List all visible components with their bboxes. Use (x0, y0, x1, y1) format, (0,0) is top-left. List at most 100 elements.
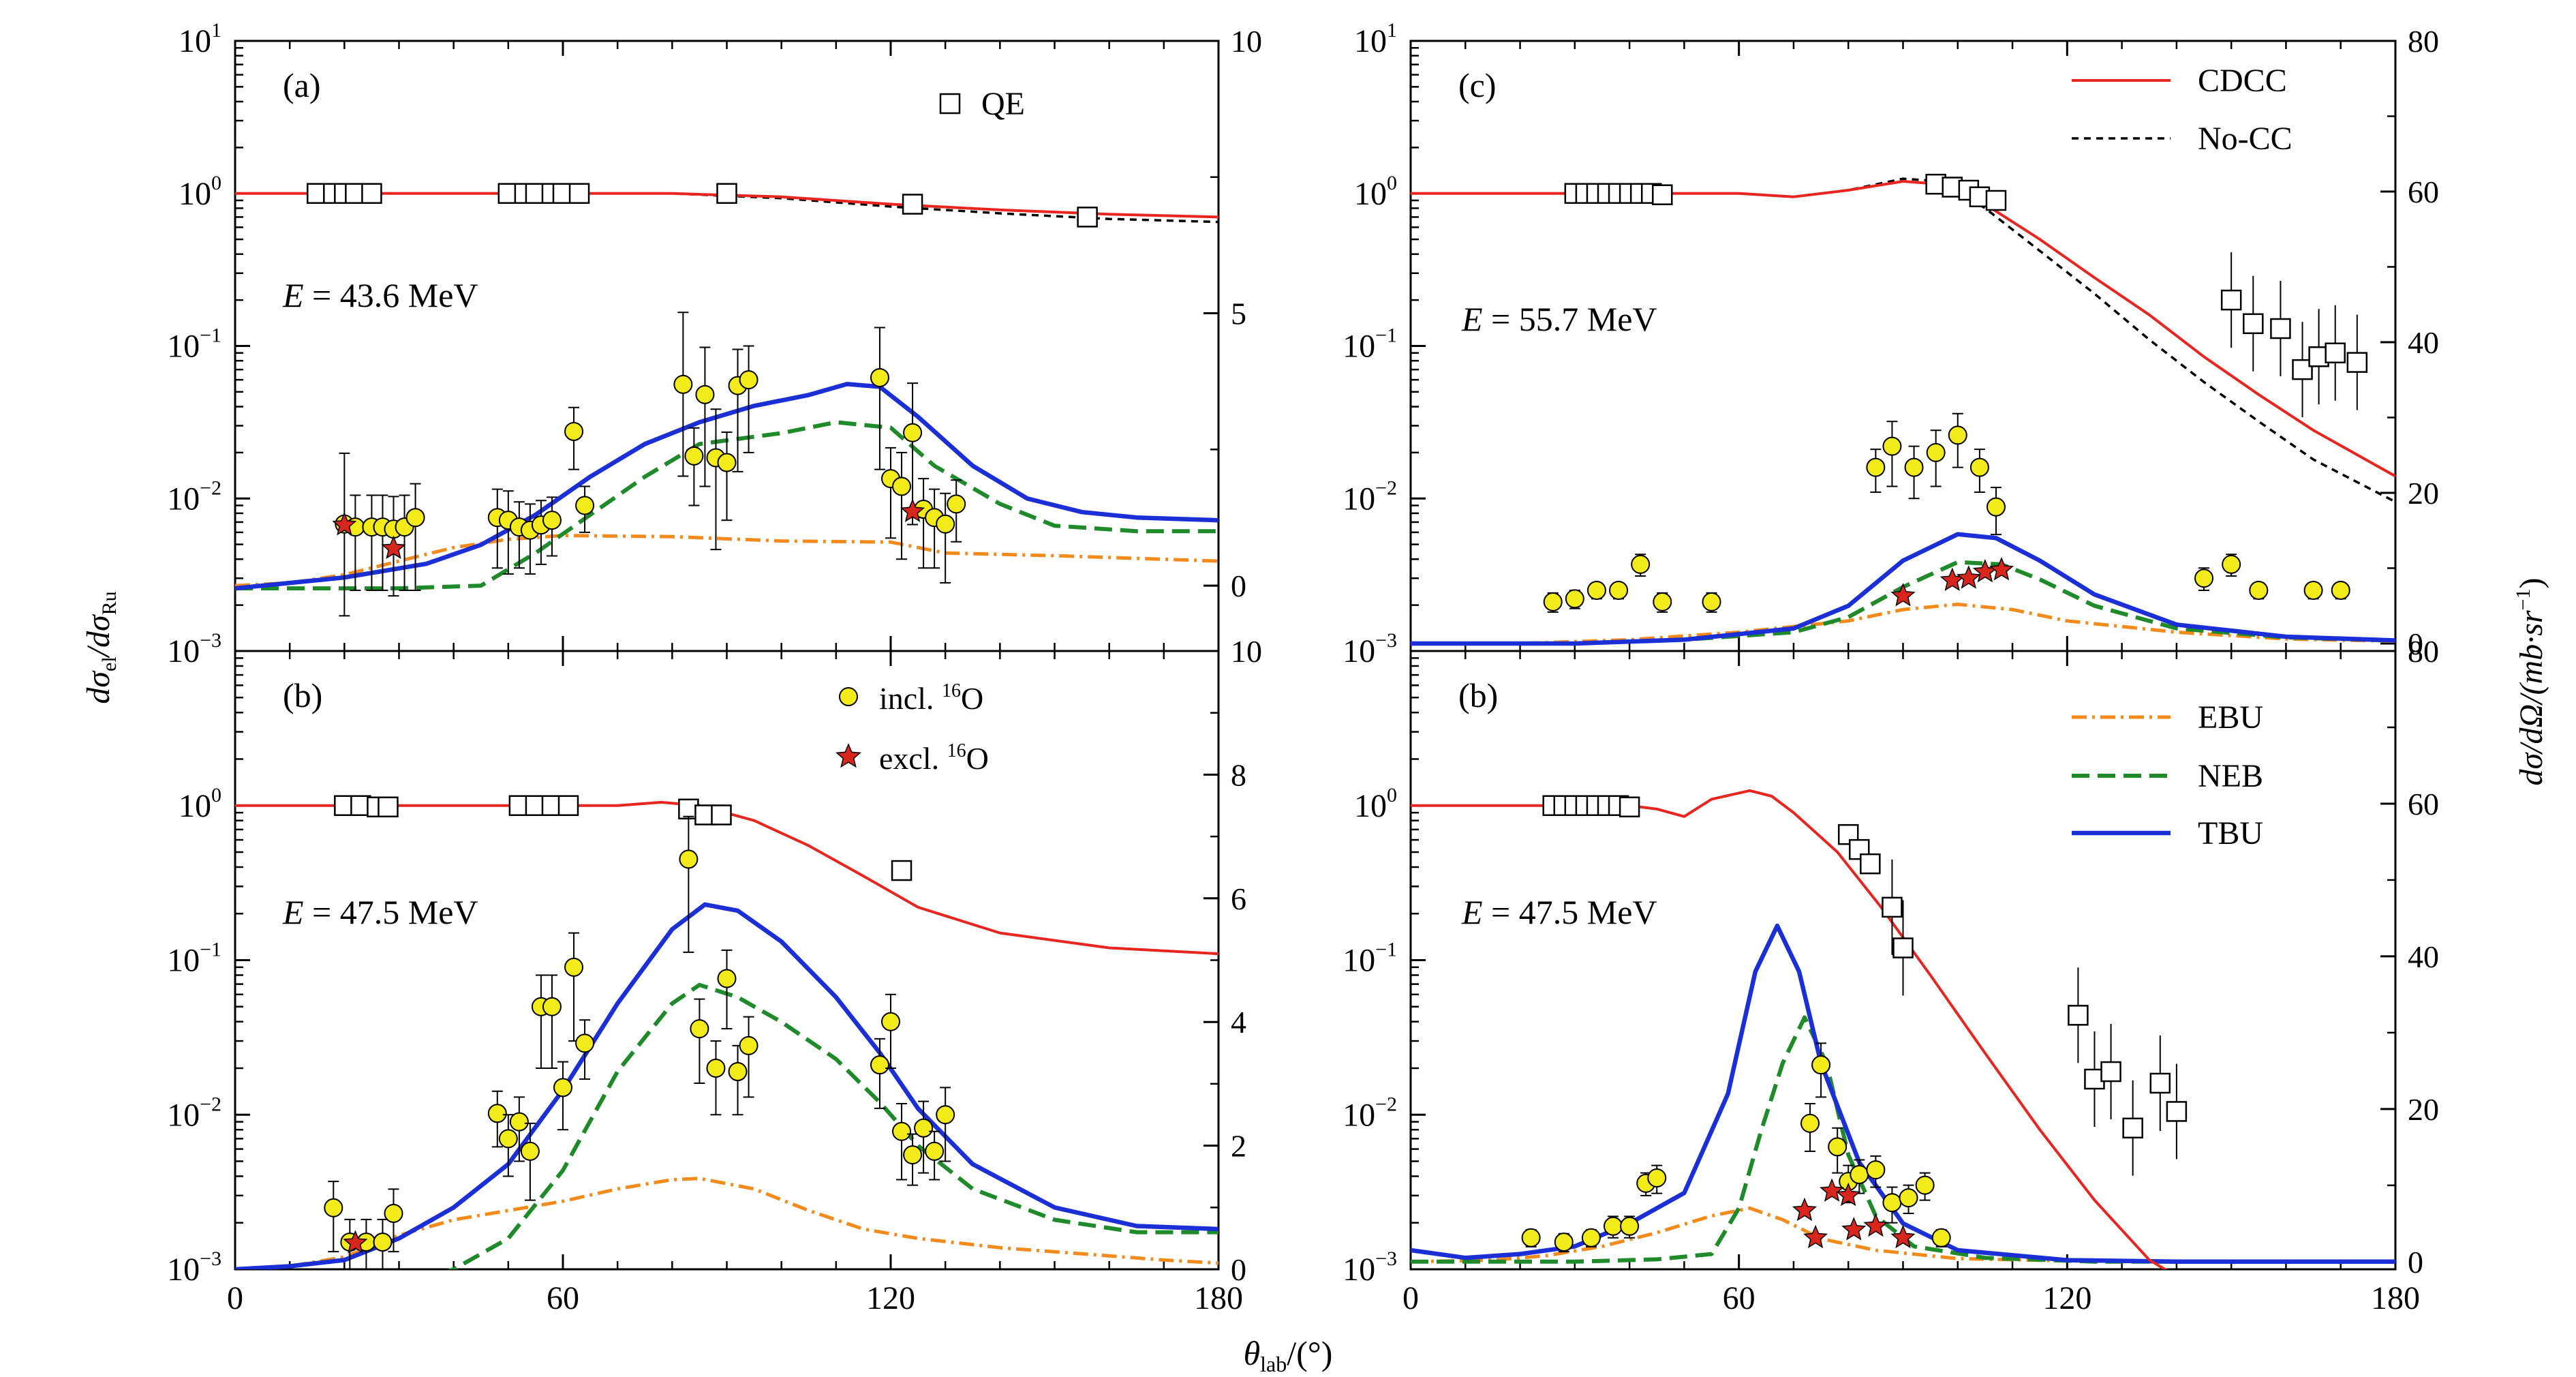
left-tick-base: 10 (167, 481, 200, 517)
left-tick-base: 10 (1343, 329, 1375, 365)
energy-label: E = 55.7 MeV (1461, 300, 1657, 338)
incl-point (690, 1019, 709, 1039)
incl-point (564, 421, 584, 441)
excl-point (1989, 557, 2014, 581)
incl-point (1702, 592, 1721, 611)
legend-incl-marker (839, 687, 858, 706)
ebu-curve (235, 1177, 1218, 1269)
qe-points (307, 183, 1098, 228)
qe-point (1882, 896, 1903, 918)
incl-point (520, 1141, 540, 1161)
left-tick-exponent: −2 (200, 1093, 221, 1115)
right-tick-label: 2 (1231, 1129, 1246, 1164)
panel-label: (a) (283, 66, 321, 104)
x-axis-title-main: θ (1244, 1334, 1261, 1372)
incl-point (487, 1104, 507, 1123)
incl-point (2303, 580, 2323, 600)
neb-curve (235, 420, 1218, 591)
x-axis-ticks: 0 60 120 180 (227, 651, 1243, 1316)
qe-point (1892, 937, 1914, 958)
left-tick-label: 10−3 (1343, 629, 1397, 669)
incl-point (1653, 592, 1672, 611)
left-tick-base: 10 (179, 176, 211, 212)
x-tick-label: 0 (1402, 1280, 1419, 1316)
left-tick-base: 10 (1354, 788, 1387, 824)
legend-nocc-label: No-CC (2198, 121, 2293, 157)
y-left-title-b: /dσ (80, 614, 117, 659)
right-tick-label: 20 (2408, 476, 2439, 511)
incl-point (384, 1203, 403, 1223)
incl-point (1986, 497, 2006, 517)
qe-point (2122, 1117, 2143, 1139)
incl-point (717, 453, 737, 472)
excl-points (332, 498, 925, 559)
right-tick-label: 40 (2408, 939, 2439, 974)
y-right-title: dσ/dΩ/(mb·sr−1) (2512, 578, 2549, 786)
excl-point (1956, 565, 1981, 589)
incl-point (1915, 1175, 1935, 1195)
energy-prefix: E (1461, 893, 1483, 931)
excl-point (381, 535, 406, 559)
x-axis-title: θlab/(°) (1244, 1334, 1333, 1376)
left-tick-label: 10−3 (167, 629, 221, 669)
energy-value: = 55.7 MeV (1483, 300, 1657, 338)
x-tick-label: 180 (1194, 1280, 1243, 1316)
left-tick-label: 100 (1354, 172, 1397, 212)
neb-curve (1411, 1015, 2395, 1264)
incl-point (1948, 425, 1967, 445)
qe-point (2149, 1072, 2171, 1094)
incl-points (324, 815, 955, 1269)
incl-point (575, 496, 595, 515)
incl-point (903, 423, 923, 442)
energy-value: = 47.5 MeV (1483, 893, 1657, 931)
legend-excl-tail: O (966, 741, 989, 776)
left-tick-exponent: −2 (1375, 476, 1397, 499)
energy-prefix: E (282, 276, 304, 314)
incl-point (739, 370, 758, 390)
x-axis-title-sub: lab (1260, 1352, 1287, 1376)
neb-curve (447, 982, 1218, 1269)
panel-label: (c) (1458, 66, 1497, 104)
left-tick-exponent: 1 (211, 19, 221, 42)
qe-point (361, 183, 382, 204)
incl-point (1882, 1193, 1902, 1213)
left-tick-base: 10 (167, 1252, 200, 1288)
right-axis-ticks: 0 5 10 (1203, 24, 1262, 603)
x-axis-ticks: 0 60 120 180 (1402, 651, 2420, 1316)
qe-point (2325, 342, 2346, 363)
energy-prefix: E (1461, 300, 1483, 338)
incl-point (1554, 1232, 1574, 1252)
ebu-curve (1411, 603, 2395, 646)
incl-point (717, 969, 737, 988)
y-right-title-close: ) (2513, 578, 2549, 589)
x-axis-ticks (234, 41, 1220, 651)
energy-label: E = 47.5 MeV (1461, 893, 1657, 931)
legend-neb-label: NEB (2198, 758, 2263, 794)
right-tick-label: 5 (1231, 297, 1246, 331)
x-tick-label: 120 (2042, 1280, 2091, 1316)
qe-point (1619, 796, 1640, 817)
panel-label: (b) (1458, 676, 1498, 714)
curves (1411, 177, 2395, 646)
incl-point (706, 1058, 726, 1078)
qe-point (2270, 318, 2291, 339)
incl-point (542, 997, 562, 1016)
x-tick-label: 0 (227, 1280, 243, 1316)
excl-point (1841, 1217, 1867, 1241)
nocc-curve (1411, 789, 2168, 1269)
incl-point (1882, 436, 1902, 456)
left-tick-exponent: −2 (1375, 1093, 1397, 1115)
qe-point (1860, 853, 1881, 875)
qe-points (1564, 173, 2368, 418)
incl-point (542, 511, 562, 530)
incl-point (498, 1129, 518, 1149)
legend-excl-label: excl. 16O (879, 740, 989, 776)
incl-point (1899, 1188, 1918, 1208)
legend-excl-main: excl. (879, 741, 947, 776)
y-left-title-b-sub: Ru (98, 591, 121, 615)
legend-ebu-label: EBU (2198, 699, 2263, 736)
left-tick-label: 10−2 (167, 1093, 221, 1133)
incl-point (673, 374, 693, 394)
